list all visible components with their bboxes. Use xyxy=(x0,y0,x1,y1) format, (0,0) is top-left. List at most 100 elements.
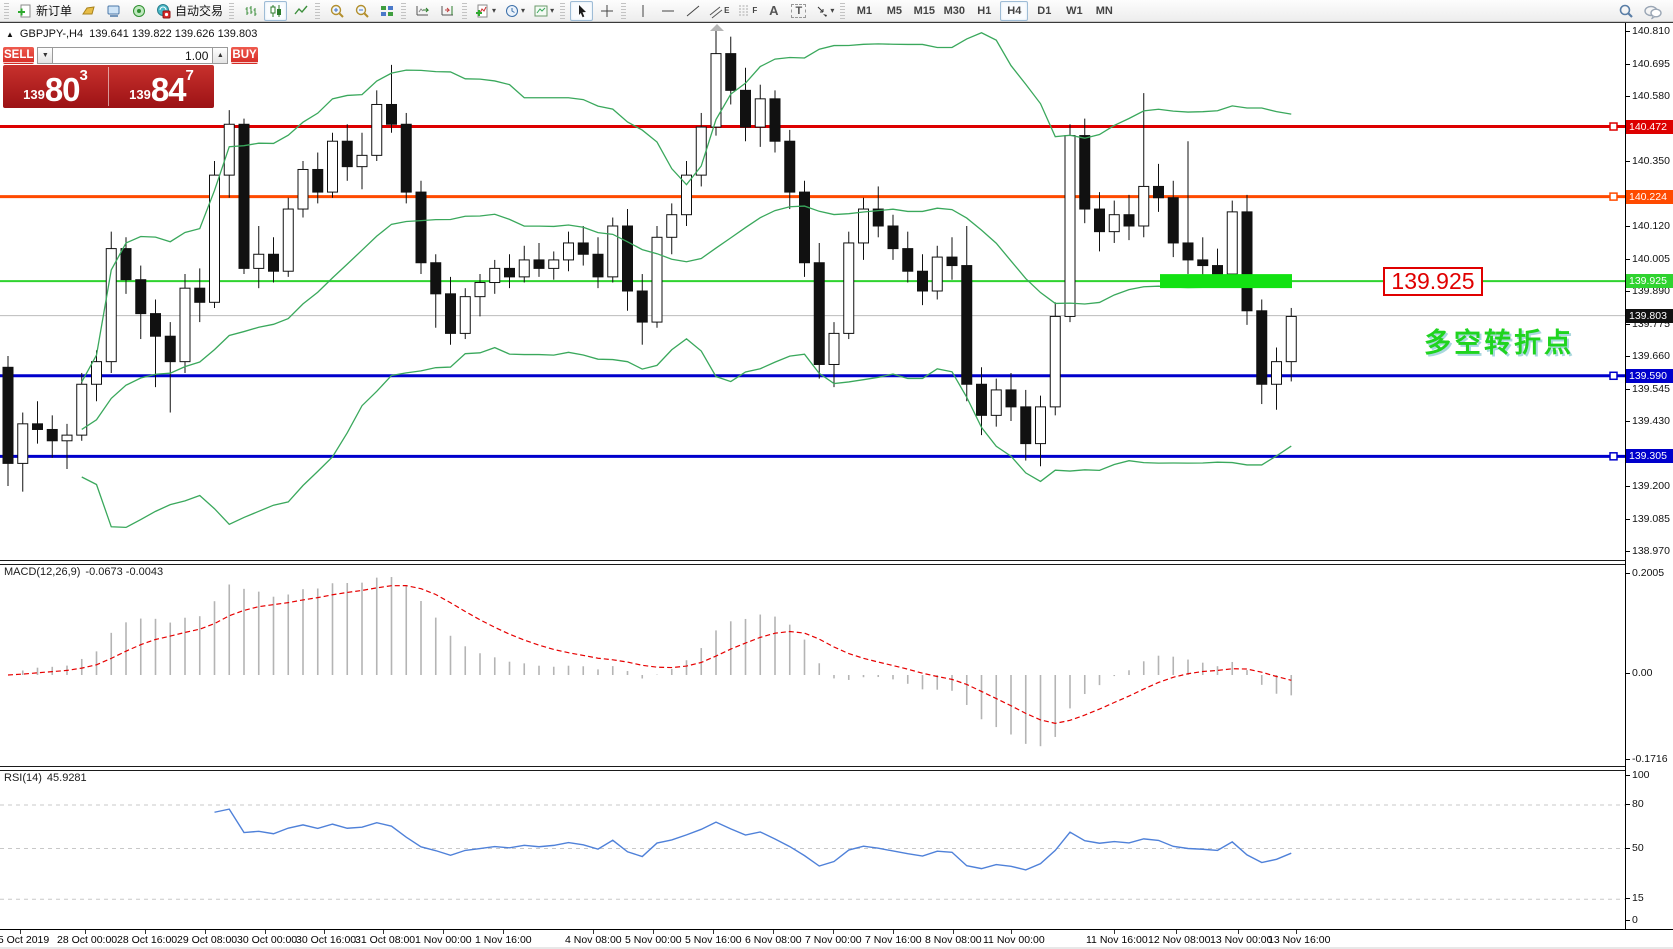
sell-label: SELL xyxy=(3,48,35,63)
price-tag: 139.590 xyxy=(1626,368,1673,383)
toolbar-grip[interactable] xyxy=(229,2,235,19)
dropdown-caret-icon: ▾ xyxy=(550,6,555,15)
crosshair-button[interactable] xyxy=(595,1,618,21)
timeframe-m1[interactable]: M1 xyxy=(856,4,872,17)
zoom-out-button[interactable] xyxy=(350,1,373,21)
time-axis-label: 30 Oct 16:00 xyxy=(296,934,357,946)
collapse-triangle-icon[interactable]: ▲ xyxy=(6,29,14,39)
time-axis-label: 29 Oct 08:00 xyxy=(177,934,238,946)
channel-button[interactable]: E xyxy=(706,1,732,21)
zoom-in-icon xyxy=(330,4,344,18)
time-tick xyxy=(1238,930,1239,934)
toolbar-grip[interactable] xyxy=(462,2,468,19)
auto-scroll-button[interactable] xyxy=(411,1,434,21)
search-button[interactable] xyxy=(1615,1,1638,21)
price-level-callout[interactable]: 139.925 xyxy=(1383,267,1483,296)
price-axis[interactable]: 140.810 140.695 140.580 140.350 140.120 140.0… xyxy=(1625,23,1673,929)
bid-price[interactable]: 139 80 3 xyxy=(3,65,108,108)
main-toolbar: 新订单 自动交易 xyxy=(0,0,1673,22)
rsi-tick-label: 15 xyxy=(1626,892,1673,904)
chat-button[interactable] xyxy=(1640,1,1666,21)
turning-point-annotation[interactable]: 多空转折点 xyxy=(1424,328,1574,358)
rsi-tick-label: 80 xyxy=(1626,798,1673,810)
vertical-line-button[interactable] xyxy=(631,1,654,21)
market-watch-button[interactable] xyxy=(127,1,150,21)
time-tick xyxy=(1176,930,1177,934)
horizontal-line-button[interactable] xyxy=(656,1,679,21)
ask-price[interactable]: 139 84 7 xyxy=(109,65,214,108)
time-tick xyxy=(653,930,654,934)
volume-input[interactable] xyxy=(53,47,213,64)
time-axis-label: 11 Nov 00:00 xyxy=(983,934,1045,946)
price-tick-label: 139.660 xyxy=(1626,350,1673,362)
new-order-label: 新订单 xyxy=(36,4,73,18)
line-chart-button[interactable] xyxy=(289,1,312,21)
time-tick xyxy=(85,930,86,934)
auto-trading-button[interactable]: 自动交易 xyxy=(152,1,226,21)
fibonacci-letter: F xyxy=(752,6,758,15)
volume-decrease-button[interactable]: ▼ xyxy=(37,47,54,64)
fibonacci-button[interactable]: F xyxy=(734,1,760,21)
timeframe-h1[interactable]: H1 xyxy=(977,4,992,17)
time-tick xyxy=(893,930,894,934)
toolbar-grip[interactable] xyxy=(840,2,846,19)
chart-window-icon xyxy=(81,5,95,14)
timeframe-m15[interactable]: M15 xyxy=(913,4,936,17)
profile-button[interactable] xyxy=(102,1,125,21)
bar-chart-button[interactable] xyxy=(239,1,262,21)
text-label-button[interactable]: T xyxy=(787,1,810,21)
candlestick-button[interactable] xyxy=(264,0,288,21)
rsi-tick-label: 0 xyxy=(1626,914,1673,926)
toolbar-grip[interactable] xyxy=(401,2,407,19)
rsi-value: 45.9281 xyxy=(46,772,87,784)
sell-button[interactable]: SELL xyxy=(3,47,35,64)
toolbar-grip[interactable] xyxy=(560,2,566,19)
horizontal-line-icon xyxy=(661,10,674,11)
new-chart-button[interactable] xyxy=(77,1,100,21)
toolbar-grip[interactable] xyxy=(4,2,9,19)
buy-button[interactable]: BUY xyxy=(231,47,258,64)
text-button[interactable]: A xyxy=(769,3,779,18)
bid-whole: 139 xyxy=(23,87,45,102)
periods-button[interactable]: ▾ xyxy=(501,1,528,21)
timeframe-d1[interactable]: D1 xyxy=(1037,4,1052,17)
dropdown-caret-icon: ▾ xyxy=(492,6,497,15)
shift-chart-button[interactable] xyxy=(436,1,459,21)
timeframe-mn[interactable]: MN xyxy=(1095,4,1113,17)
symbol-timeframe-label: GBPJPY-,H4 xyxy=(19,28,84,40)
timeframe-w1[interactable]: W1 xyxy=(1066,4,1083,17)
volume-increase-button[interactable]: ▲ xyxy=(212,47,229,64)
new-order-button[interactable]: 新订单 xyxy=(14,1,75,21)
toolbar-grip[interactable] xyxy=(315,2,321,19)
panel-splitter[interactable] xyxy=(0,766,1673,771)
indicators-button[interactable]: ▾ xyxy=(472,1,499,21)
time-axis-label: 1 Nov 16:00 xyxy=(475,934,532,946)
templates-button[interactable]: ▾ xyxy=(530,1,557,21)
time-tick xyxy=(1011,930,1012,934)
price-tick-label: 140.120 xyxy=(1626,220,1673,232)
time-axis-label: 13 Nov 00:00 xyxy=(1210,934,1273,946)
timeframe-m5[interactable]: M5 xyxy=(886,4,902,17)
macd-tick-label: -0.1716 xyxy=(1626,753,1673,765)
cursor-button[interactable] xyxy=(570,0,594,21)
bid-big: 80 xyxy=(44,71,81,108)
splitter-handle[interactable] xyxy=(710,24,724,31)
rsi-panel-canvas[interactable] xyxy=(0,771,1625,929)
toolbar-grip[interactable] xyxy=(621,2,627,19)
main-chart-canvas[interactable] xyxy=(0,23,1625,560)
timeframe-h4[interactable]: H4 xyxy=(1000,0,1029,21)
zoom-in-button[interactable] xyxy=(325,1,348,21)
trendline-button[interactable] xyxy=(681,1,704,21)
crosshair-icon xyxy=(600,4,613,17)
panel-splitter[interactable] xyxy=(0,560,1673,565)
timeframe-m30[interactable]: M30 xyxy=(943,4,966,17)
chart-window[interactable]: ▲ GBPJPY-,H4 139.641 139.822 139.626 139… xyxy=(0,22,1673,949)
price-tag: 139.305 xyxy=(1626,449,1673,464)
time-axis-label: 11 Nov 16:00 xyxy=(1086,934,1148,946)
profile-icon xyxy=(107,5,120,17)
tile-windows-button[interactable] xyxy=(375,1,398,21)
macd-panel-canvas[interactable] xyxy=(0,565,1625,766)
arrows-button[interactable]: ▾ xyxy=(812,1,837,21)
